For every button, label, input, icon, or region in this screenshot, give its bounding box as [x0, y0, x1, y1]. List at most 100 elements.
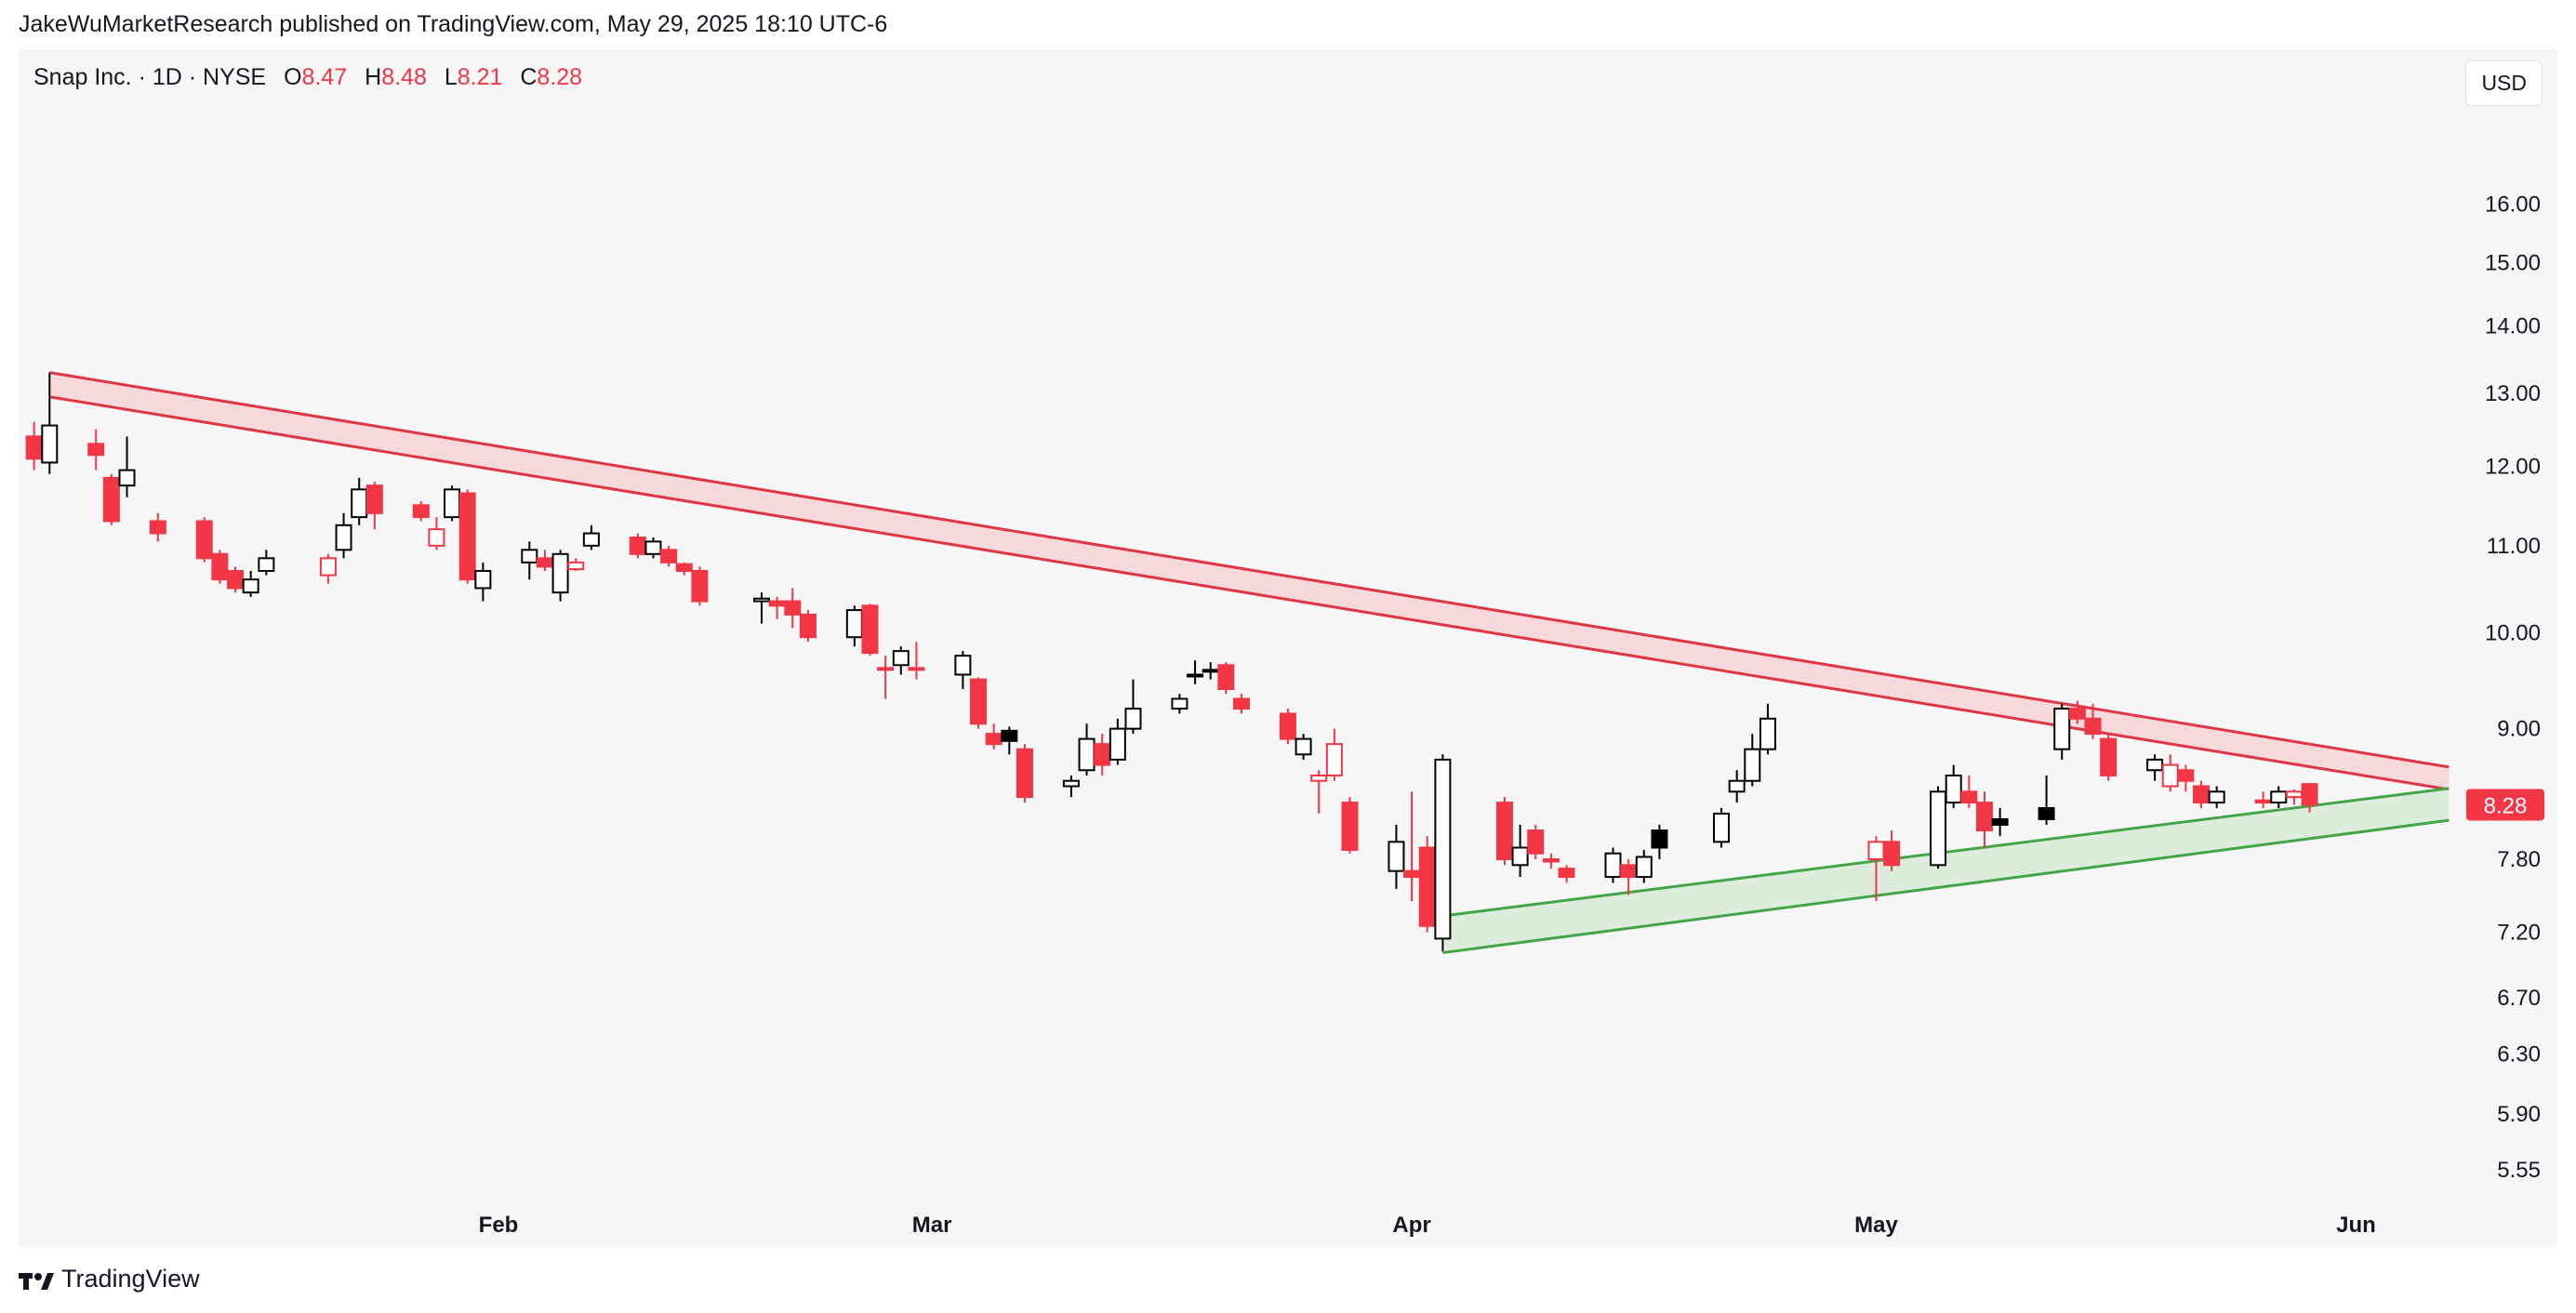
candlestick-chart[interactable]: 16.00 15.00 14.00 13.00 12.00 11.00 10.00 9.00 7… [19, 49, 2557, 1247]
chart-panel[interactable]: 16.00 15.00 14.00 13.00 12.00 11.00 10.00 9.00 7… [19, 49, 2557, 1247]
candle [567, 558, 585, 571]
low-label: L [444, 64, 458, 90]
candle [1728, 770, 1746, 803]
price-tick-label: 13.00 [2485, 381, 2541, 406]
candle-body [1604, 852, 1622, 879]
candle [1403, 791, 1421, 902]
candle [335, 512, 352, 559]
candle-body [118, 469, 136, 487]
candle-body [768, 600, 786, 607]
last-price-badge [2466, 789, 2544, 821]
candle-body [536, 557, 553, 568]
candle [319, 553, 337, 584]
candle [644, 537, 662, 559]
candle [258, 550, 275, 576]
candle-body [2193, 785, 2211, 804]
candle-body [149, 520, 166, 535]
candle [1171, 694, 1188, 714]
high-value: 8.48 [381, 64, 427, 90]
price-tick-label: 11.00 [2487, 534, 2541, 559]
candle [799, 610, 817, 643]
currency-button[interactable]: USD [2465, 60, 2543, 106]
price-tick-label: 7.80 [2497, 847, 2541, 872]
candle-body [784, 600, 802, 616]
candle [2177, 764, 2195, 792]
candle [845, 605, 863, 647]
price-tick-label: 5.55 [2497, 1158, 2541, 1183]
candle [1960, 775, 1978, 808]
candle [41, 372, 59, 474]
candle [1975, 791, 1993, 848]
candle-body [1945, 774, 1962, 804]
candle [985, 723, 1003, 749]
candle-body [1728, 779, 1746, 793]
candle-body [582, 532, 600, 547]
candle [1124, 679, 1142, 735]
candle [877, 656, 895, 699]
candle [1062, 775, 1080, 798]
candle-body [335, 524, 352, 551]
candle-body [1124, 708, 1142, 730]
candle [428, 517, 445, 550]
candle-body [2084, 717, 2102, 736]
candle [2146, 754, 2164, 781]
candle [1511, 824, 1529, 878]
candle-body [87, 443, 105, 457]
candle-body [25, 435, 43, 460]
support-channel-lower-line [1442, 818, 2450, 955]
candle-body [1511, 846, 1529, 867]
candle [954, 651, 972, 690]
resistance-channel-lower-line [49, 395, 2450, 791]
candle-body [1558, 868, 1575, 879]
footer-brand[interactable]: TradingView [19, 1265, 200, 1293]
candle [1883, 830, 1901, 871]
publish-info: JakeWuMarketResearch published on Tradin… [19, 11, 888, 37]
candle-body [1651, 829, 1668, 849]
candle-body [1620, 864, 1638, 879]
time-tick-label: Jun [2336, 1213, 2376, 1238]
candle [102, 473, 120, 525]
candle-body [1635, 855, 1653, 879]
candle-body [2270, 790, 2288, 804]
price-tick-label: 5.90 [2497, 1102, 2541, 1127]
price-tick-label: 7.20 [2497, 921, 2541, 946]
candle-body [41, 424, 59, 464]
candle [1341, 797, 1359, 854]
candle-body [1542, 858, 1560, 863]
candle-body [752, 597, 770, 603]
candle-body [1759, 717, 1776, 750]
candle [1744, 734, 1761, 787]
price-tick-label: 6.30 [2497, 1041, 2541, 1067]
candle-body [2146, 758, 2164, 772]
candle [1388, 824, 1405, 889]
candle-body [1187, 673, 1204, 678]
candle [2254, 791, 2272, 808]
time-axis: Feb Mar Apr May Jun [479, 1213, 2376, 1238]
candle-body [1867, 841, 1885, 861]
candle-body [1001, 729, 1018, 742]
candle [474, 562, 492, 602]
candle [2053, 703, 2071, 760]
candle [1295, 734, 1312, 760]
candle-body [1109, 727, 1126, 761]
candle [1434, 754, 1452, 952]
candle-body [2208, 790, 2225, 804]
price-tick-label: 10.00 [2485, 620, 2541, 645]
candle [1001, 726, 1018, 755]
candle [1620, 859, 1638, 895]
candle-body [660, 549, 678, 564]
candle [536, 550, 553, 571]
candle [87, 429, 105, 471]
candle-body [2254, 799, 2272, 804]
trend-channels [49, 371, 2450, 955]
candle-body [258, 557, 275, 572]
candle [351, 477, 368, 525]
open-label: O [284, 64, 302, 90]
candle-body [474, 569, 492, 590]
candle-body [1975, 802, 1993, 832]
candle-body [551, 552, 569, 594]
candle [1187, 660, 1204, 684]
candle-body [1713, 812, 1731, 843]
candle-body [458, 492, 476, 581]
candle [582, 524, 600, 550]
